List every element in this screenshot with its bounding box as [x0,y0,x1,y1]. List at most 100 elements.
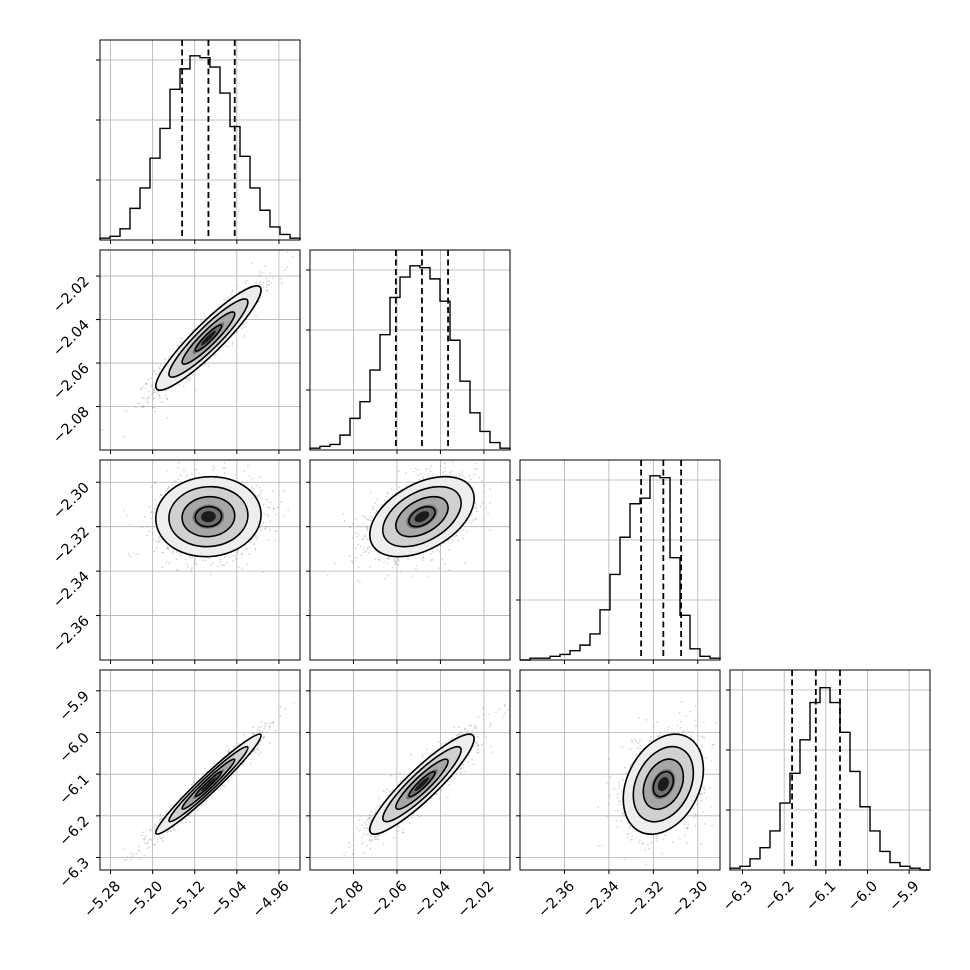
sample-point [444,467,446,469]
sample-point [451,460,454,463]
sample-point [489,529,491,532]
sample-point [432,473,435,476]
sample-point [166,398,169,401]
density-fill [201,330,216,346]
sample-point [479,505,482,508]
sample-point [387,574,390,577]
sample-point [417,468,419,471]
sample-point [234,474,237,476]
sample-point [280,278,283,280]
sample-point [254,547,257,550]
sample-point [364,517,367,520]
sample-point [213,354,216,357]
sample-point [223,786,225,788]
sample-point [152,406,155,409]
sample-point [187,565,189,568]
sample-point [243,470,246,473]
sample-point [235,557,237,560]
sample-point [259,526,261,529]
panel-hist-0 [96,39,301,244]
sample-point [263,527,266,530]
grid [520,460,720,660]
grid [730,670,930,870]
sample-point [251,486,254,488]
sample-point [231,291,233,293]
sample-point [134,406,137,409]
sample-point [188,376,191,379]
sample-point [476,510,479,513]
sample-point [196,563,198,565]
sample-point [268,506,270,509]
sample-point [415,565,418,567]
sample-point [291,255,294,258]
sample-point [240,553,243,556]
sample-point [356,535,358,538]
sample-point [269,741,271,744]
contour-line [168,298,249,378]
sample-point [180,337,183,340]
sample-point [159,493,162,496]
sample-point [364,534,366,537]
sample-point [254,536,257,539]
sample-point [472,486,474,489]
sample-point [166,397,168,400]
sample-point [460,473,463,475]
sample-point [141,406,144,409]
sample-point [368,546,371,549]
sample-point [355,547,358,550]
contour-line [154,285,262,392]
sample-point [349,526,351,529]
grid [100,670,300,870]
sample-point [455,474,458,477]
sample-point [212,465,215,468]
sample-point [176,569,179,571]
sample-point [404,472,407,474]
sample-point [223,298,226,301]
sample-point [221,564,224,567]
sample-point [457,540,460,542]
sample-point [266,289,269,292]
sample-point [255,315,257,318]
sample-point [127,553,130,555]
sample-point [262,286,265,289]
sample-point [186,474,189,477]
sample-point [153,410,156,413]
sample-point [361,539,364,541]
sample-point [380,504,383,507]
sample-point [157,366,160,369]
sample-point [261,272,264,274]
histogram-step [99,55,301,240]
sample-point [421,559,424,562]
sample-point [142,386,145,388]
sample-point [275,530,278,532]
sample-point [204,802,207,805]
sample-point [204,363,206,366]
sample-point [333,562,336,565]
sample-point [185,818,188,820]
sample-point [470,522,473,525]
sample-point [384,577,386,580]
sample-point [166,547,169,550]
sample-point [171,548,174,551]
sample-point [245,279,248,282]
sample-point [159,397,161,400]
sample-point [224,784,227,787]
sample-point [268,528,271,531]
sample-point [194,558,197,561]
sample-point [271,490,274,492]
sample-point [156,838,158,840]
sample-point [153,391,156,394]
sample-point [177,467,180,470]
sample-point [138,858,141,861]
sample-point [384,500,386,502]
sample-point [192,780,195,783]
sample-point [252,487,255,490]
sample-point [273,507,275,510]
panel-frame [519,459,721,661]
sample-point [374,512,377,514]
sample-point [230,293,232,296]
sample-point [269,520,272,522]
sample-point [249,541,252,544]
panel-2d-1-2 [306,459,511,664]
sample-point [391,566,394,569]
